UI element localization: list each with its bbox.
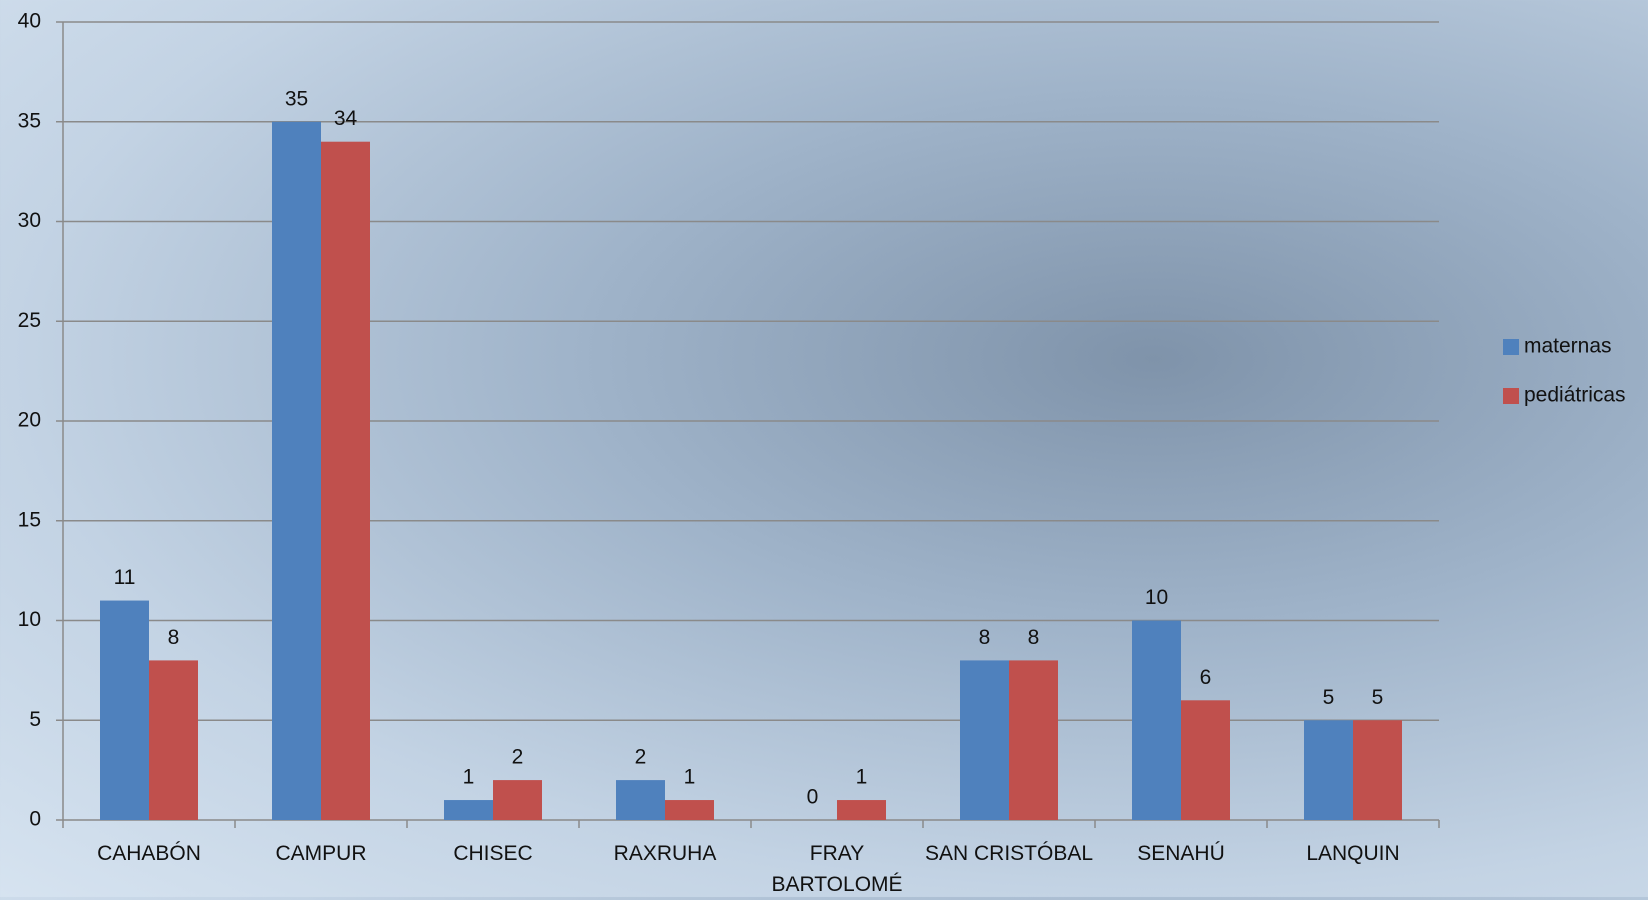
- data-label: 34: [334, 107, 358, 130]
- legend-swatch: [1503, 388, 1519, 404]
- legend-label: pediátricas: [1524, 384, 1626, 407]
- data-label: 6: [1200, 666, 1212, 689]
- x-tick-label: LANQUIN: [1267, 838, 1439, 869]
- x-tick-label: CHISEC: [407, 838, 579, 869]
- x-tick-label: CAHABÓN: [63, 838, 235, 869]
- bar: [1353, 720, 1402, 820]
- x-tick-label: CAMPUR: [235, 838, 407, 869]
- data-label: 2: [635, 746, 647, 769]
- data-label: 1: [463, 766, 475, 789]
- data-label: 0: [807, 786, 819, 809]
- data-label: 11: [114, 566, 136, 589]
- data-label: 35: [285, 87, 308, 110]
- bar: [837, 800, 886, 820]
- x-tick-label: SAN CRISTÓBAL: [923, 838, 1095, 869]
- bar: [665, 800, 714, 820]
- data-label: 2: [512, 746, 524, 769]
- y-tick-label: 35: [18, 109, 41, 132]
- legend-swatch: [1503, 339, 1519, 355]
- y-tick-label: 15: [18, 508, 41, 531]
- bar: [149, 660, 198, 820]
- bar: [321, 142, 370, 820]
- data-label: 1: [856, 766, 868, 789]
- bar: [1009, 660, 1058, 820]
- y-tick-label: 25: [18, 309, 41, 332]
- y-tick-label: 10: [18, 608, 41, 631]
- chart: 051015202530354011835341221018810655mate…: [0, 0, 1648, 897]
- bar: [960, 660, 1009, 820]
- legend-label: maternas: [1524, 335, 1612, 358]
- data-label: 8: [979, 626, 991, 649]
- bar: [272, 122, 321, 820]
- bar: [493, 780, 542, 820]
- x-tick-label: SENAHÚ: [1095, 838, 1267, 869]
- bar: [1181, 700, 1230, 820]
- page: 051015202530354011835341221018810655mate…: [0, 0, 1648, 897]
- y-tick-label: 30: [18, 209, 41, 232]
- data-label: 10: [1145, 586, 1168, 609]
- bar: [1304, 720, 1353, 820]
- bar: [100, 601, 149, 820]
- data-label: 5: [1323, 686, 1335, 709]
- y-tick-label: 20: [18, 409, 41, 432]
- bar: [1132, 621, 1181, 821]
- bar: [444, 800, 493, 820]
- x-tick-label: FRAY BARTOLOMÉ: [751, 838, 923, 900]
- data-label: 8: [1028, 626, 1040, 649]
- y-tick-label: 5: [29, 708, 41, 731]
- y-tick-label: 0: [29, 808, 41, 831]
- data-label: 1: [684, 766, 696, 789]
- data-label: 8: [168, 626, 180, 649]
- data-label: 5: [1372, 686, 1384, 709]
- bar: [616, 780, 665, 820]
- x-tick-label: RAXRUHA: [579, 838, 751, 869]
- y-tick-label: 40: [18, 10, 41, 33]
